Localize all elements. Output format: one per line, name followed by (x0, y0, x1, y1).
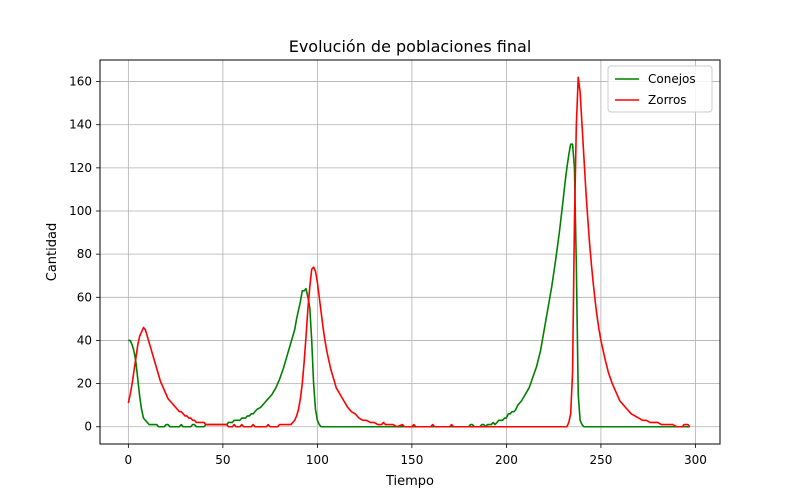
legend: Conejos Zorros (607, 65, 713, 113)
x-tick-label: 150 (400, 453, 423, 467)
chart-title: Evolución de poblaciones final (289, 37, 532, 56)
x-tick-label: 300 (684, 453, 707, 467)
y-tick-label: 60 (77, 290, 92, 304)
y-tick-label: 160 (69, 75, 92, 89)
y-tick-label: 80 (77, 247, 92, 261)
y-tick-label: 40 (77, 333, 92, 347)
y-tick-label: 100 (69, 204, 92, 218)
series-line-zorros (127, 76, 691, 428)
y-tick-label: 0 (84, 420, 92, 434)
plot-frame (99, 59, 721, 445)
series-line-conejos (128, 143, 690, 428)
x-tick-label: 0 (125, 453, 133, 467)
x-tick-label: 250 (589, 453, 612, 467)
x-axis-label: Tiempo (385, 474, 434, 489)
x-tick-label: 50 (215, 453, 230, 467)
series-lines (127, 76, 691, 428)
legend-label-zorros: Zorros (648, 93, 687, 107)
x-tick-label: 100 (306, 453, 329, 467)
y-tick-label: 20 (77, 377, 92, 391)
y-tick-label: 120 (69, 161, 92, 175)
y-axis-label: Cantidad (45, 223, 60, 281)
axes: 0 50 100 150 200 250 300 0 20 40 60 80 100 120 140 160 (69, 75, 707, 467)
x-tick-label: 200 (495, 453, 518, 467)
y-tick-label: 140 (69, 118, 92, 132)
legend-label-conejos: Conejos (648, 72, 696, 86)
